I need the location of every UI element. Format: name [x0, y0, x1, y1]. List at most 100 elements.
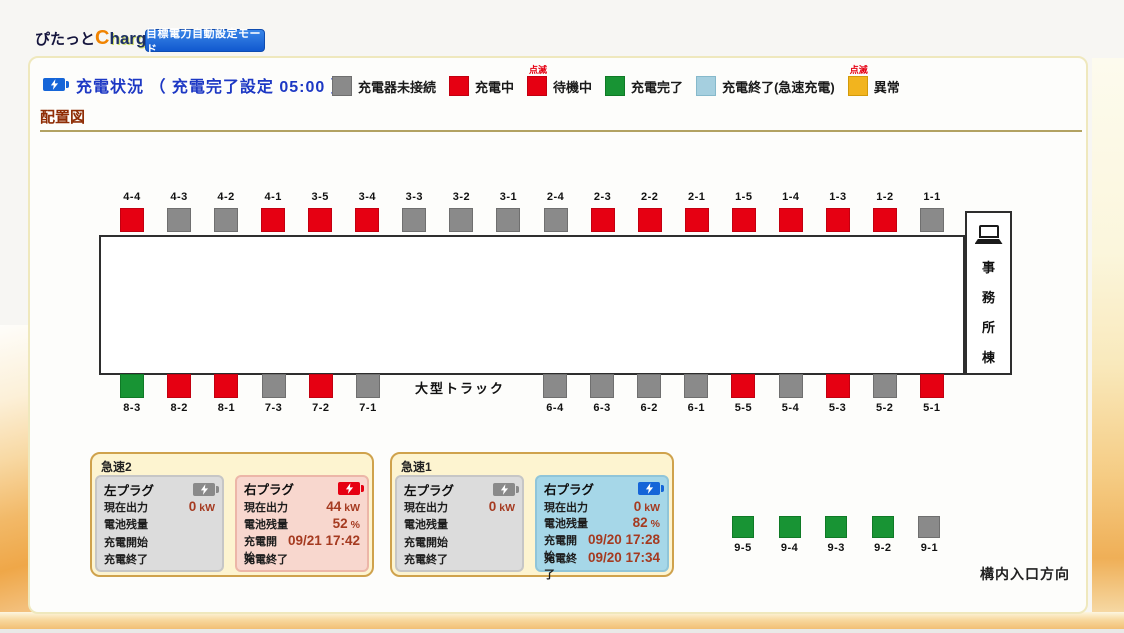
charger-slot-4-1: 4-1 — [250, 191, 297, 232]
plug-name: 左プラグ — [104, 483, 155, 498]
slot-label-4-2: 4-2 — [217, 191, 235, 203]
charger-slot-1-2: 1-2 — [861, 191, 908, 232]
slot-square-7-3 — [261, 374, 286, 398]
legend-square-finished_quick — [696, 76, 717, 96]
background-bottom-bar — [0, 629, 1124, 633]
row-value: 52% — [332, 515, 360, 531]
legend-item-waiting: 点滅 待機中 — [527, 65, 592, 96]
slot-label-5-3: 5-3 — [828, 402, 847, 414]
quick-charger-1-title: 急速1 — [401, 460, 432, 474]
slot-square-9-1 — [918, 516, 941, 538]
slot-label-2-1: 2-1 — [688, 191, 706, 203]
laptop-icon — [974, 225, 1003, 244]
slot-square-5-4 — [778, 374, 803, 398]
charger-slot-8-1: 8-1 — [203, 374, 250, 415]
slot-square-8-1 — [214, 374, 239, 398]
legend-label-finished_quick: 充電終了(急速充電) — [722, 79, 835, 95]
legend-label-error: 異常 — [873, 79, 900, 95]
charger-slot-2-2: 2-2 — [626, 191, 673, 232]
slot-label-3-5: 3-5 — [311, 191, 329, 203]
plug-name: 右プラグ — [544, 483, 595, 498]
layout-map-title: 配置図 — [40, 109, 86, 126]
blink-label — [696, 65, 835, 76]
legend-label-complete: 充電完了 — [631, 79, 684, 95]
slot-label-1-1: 1-1 — [923, 191, 941, 203]
slot-label-5-5: 5-5 — [734, 402, 753, 414]
row-value: 0 kW — [633, 498, 660, 514]
legend-square-error — [847, 76, 868, 96]
slot-label-3-3: 3-3 — [405, 191, 424, 203]
slot-square-9-2 — [871, 516, 894, 538]
battery-icon — [43, 77, 69, 95]
charger-slot-8-2: 8-2 — [156, 374, 203, 415]
slot-label-9-5: 9-5 — [734, 542, 752, 554]
charger-slot-5-3: 5-3 — [814, 374, 861, 415]
legend-square-disconnected — [332, 76, 352, 96]
quick-charger-2-right-plug-card: 右プラグ 現在出力 44 kW 電池残量 52% 充電開始 09/21 17:42 充電終了 — [235, 475, 369, 572]
charger-slot-6-2: 6-2 — [626, 374, 673, 415]
charger-slot-5-5: 5-5 — [720, 374, 767, 415]
slot-square-2-4 — [543, 208, 568, 232]
logo-text-brand-initial: C — [95, 27, 110, 49]
logo-text-brand: harge — [109, 29, 156, 48]
charger-slot-9-3: 9-3 — [813, 516, 860, 555]
slot-label-7-1: 7-1 — [359, 402, 377, 414]
slot-square-2-3 — [590, 208, 615, 232]
slot-square-9-4 — [778, 516, 801, 538]
auto-target-power-mode-button[interactable]: 目標電力自動設定モード — [145, 28, 265, 56]
row-value: 82% — [632, 515, 660, 531]
slot-square-1-2 — [872, 208, 897, 232]
legend-item-finished_quick: 充電終了(急速充電) — [696, 65, 835, 96]
slot-label-2-4: 2-4 — [546, 191, 565, 203]
slot-square-1-3 — [825, 208, 850, 232]
logo-text-jp: ぴたっと — [35, 31, 96, 48]
slot-label-5-4: 5-4 — [781, 402, 800, 414]
slot-square-4-4 — [120, 208, 144, 232]
row-label: 現在出力 — [244, 501, 289, 514]
quick-charger-1-right-plug-card: 右プラグ 現在出力 0 kW 電池残量 82% 充電開始 09/20 17:28 充電終了 09/… — [535, 475, 669, 581]
charger-slot-1-5: 1-5 — [720, 191, 767, 232]
slot-square-9-3 — [825, 516, 848, 538]
slot-label-7-2: 7-2 — [312, 402, 330, 414]
charger-slot-9-2: 9-2 — [859, 516, 906, 555]
battery-icon — [193, 482, 220, 496]
plug-row-end: 充電終了 — [244, 551, 360, 568]
row-value: 09/21 17:42 — [287, 532, 360, 548]
legend-label-disconnected: 充電器未接続 — [358, 79, 437, 95]
charger-slot-7-1: 7-1 — [345, 374, 392, 415]
charger-slot-8-3: 8-3 — [109, 374, 156, 415]
slot-square-7-2 — [308, 374, 333, 398]
row-label: 充電終了 — [404, 553, 448, 566]
slot-square-1-1 — [920, 208, 945, 232]
slot-square-6-1 — [684, 374, 709, 398]
blink-label: 点滅 — [529, 65, 548, 75]
legend-label-charging: 充電中 — [475, 79, 515, 95]
blink-label: 点滅 — [849, 65, 868, 75]
quick-charger-2-panel: 急速2 左プラグ 現在出力 0 kW 電池残量 充電開始 充電終了 右プラグ 現在出力 44 kW 電池… — [90, 452, 374, 577]
plug-row-start: 充電開始 — [404, 534, 515, 551]
charger-slot-3-4: 3-4 — [344, 191, 391, 232]
charger-slot-4-3: 4-3 — [156, 191, 203, 232]
slot-square-4-1 — [261, 208, 286, 232]
row-unit: kW — [644, 501, 660, 514]
row-label: 電池残量 — [104, 519, 148, 532]
slot-label-3-1: 3-1 — [499, 191, 518, 203]
blink-label — [605, 65, 683, 76]
row-label: 電池残量 — [544, 518, 589, 531]
charger-slot-6-1: 6-1 — [673, 374, 720, 415]
slot-square-3-5 — [308, 208, 333, 232]
slot-label-1-5: 1-5 — [735, 191, 753, 203]
entrance-direction-label: 構内入口方向 — [980, 566, 1070, 582]
row-value: 09/20 17:28 — [587, 532, 660, 547]
plug-row-start: 充電開始 — [104, 534, 215, 551]
slot-square-9-5 — [732, 516, 754, 538]
slot-square-7-1 — [356, 374, 380, 398]
slot-label-9-1: 9-1 — [920, 542, 939, 554]
row-label: 充電開始 — [104, 536, 148, 549]
office-label-char: 所 — [981, 320, 995, 335]
slot-square-4-2 — [214, 208, 239, 232]
blink-label — [332, 65, 436, 76]
charger-slot-3-1: 3-1 — [485, 191, 532, 232]
slot-square-5-3 — [825, 374, 850, 398]
slot-square-8-2 — [167, 374, 192, 398]
